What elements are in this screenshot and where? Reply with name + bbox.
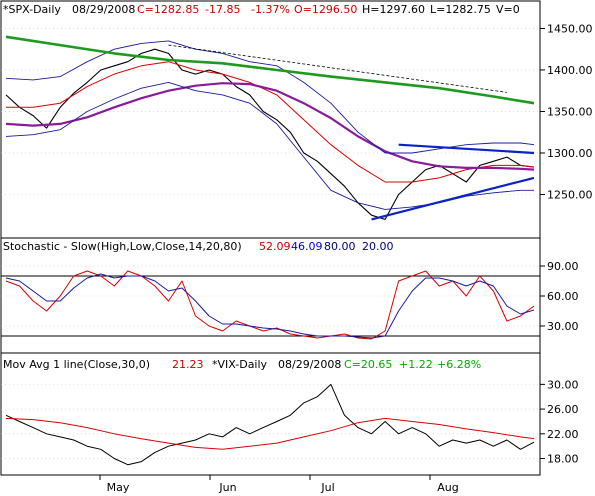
price-header-change: -17.85 xyxy=(205,3,240,16)
vix-header-change: +1.22 xyxy=(399,358,433,371)
price-header-change-pct: -1.37% xyxy=(251,3,290,16)
vix-close-series xyxy=(5,383,535,466)
price-sma-200-series xyxy=(5,35,535,105)
x-axis-month-label: Jul xyxy=(320,481,334,494)
price-trendline xyxy=(398,143,535,155)
price-trendlines xyxy=(168,44,535,221)
price-header-date: 08/29/2008 xyxy=(72,3,135,16)
vix-ma-value: 21.23 xyxy=(172,358,204,371)
x-axis-month-label: May xyxy=(107,481,130,494)
price-series xyxy=(5,35,535,220)
price-panel: 1250.00 1300.00 1350.00 1400.00 1450.00 *SPX… xyxy=(0,0,593,239)
vix-series xyxy=(5,383,535,466)
price-tick-label: 1450.00 xyxy=(547,22,593,35)
price-tick-label: 1250.00 xyxy=(547,188,593,201)
x-axis: May Jun Jul Aug xyxy=(99,475,459,494)
vix-panel: 18.00 22.00 26.00 30.00 Mov Avg 1 line(Clos… xyxy=(0,352,579,476)
vix-tick-label: 26.00 xyxy=(547,403,579,416)
stochastic-value-4: 20.00 xyxy=(362,240,394,253)
price-sma-short-series xyxy=(6,61,535,183)
stochastic-tick-label: 60.00 xyxy=(547,290,579,303)
vix-header-close: C=20.65 xyxy=(344,358,392,371)
price-header-symbol: *SPX-Daily xyxy=(3,3,61,16)
stochastic-axis: 30.00 60.00 90.00 xyxy=(540,260,579,333)
price-axis: 1250.00 1300.00 1350.00 1400.00 1450.00 xyxy=(540,22,593,201)
x-axis-month-label: Jun xyxy=(218,481,236,494)
price-header-high: H=1297.60 xyxy=(362,3,425,16)
vix-header-symbol: *VIX-Daily xyxy=(212,358,268,371)
stochastic-title: Stochastic - Slow(High,Low,Close,14,20,8… xyxy=(3,240,242,253)
vix-panel-frame xyxy=(0,352,541,476)
stochastic-tick-label: 90.00 xyxy=(547,260,579,273)
price-tick-label: 1300.00 xyxy=(547,147,593,160)
price-header-open: O=1296.50 xyxy=(294,3,357,16)
stochastic-panel-frame xyxy=(0,237,541,354)
vix-axis: 18.00 22.00 26.00 30.00 xyxy=(540,378,579,466)
stochastic-value-3: 80.00 xyxy=(324,240,356,253)
vix-tick-label: 22.00 xyxy=(547,428,579,441)
stochastic-k-series xyxy=(5,270,535,340)
price-trendline xyxy=(371,176,535,221)
stochastic-value-2: 46.09 xyxy=(291,240,323,253)
stochastic-d-series xyxy=(5,273,535,339)
vix-tick-label: 18.00 xyxy=(547,453,579,466)
price-tick-label: 1400.00 xyxy=(547,64,593,77)
price-header-low: L=1282.75 xyxy=(430,3,491,16)
vix-ma-series xyxy=(5,417,535,450)
price-header-volume: V=0 xyxy=(496,3,520,16)
vix-tick-label: 30.00 xyxy=(547,378,579,391)
price-tick-label: 1350.00 xyxy=(547,105,593,118)
x-axis-month-label: Aug xyxy=(437,481,458,494)
stochastic-series xyxy=(5,270,535,340)
price-header-close: C=1282.85 xyxy=(137,3,199,16)
vix-header-change-pct: +6.28% xyxy=(437,358,481,371)
stochastic-tick-label: 30.00 xyxy=(547,320,579,333)
price-trendline xyxy=(168,44,507,93)
stochastic-panel: 30.00 60.00 90.00 Stochastic - Slow(High,L… xyxy=(0,237,579,354)
price-upper-band-series xyxy=(5,40,535,154)
stochastic-grid xyxy=(1,265,540,337)
vix-ma-title: Mov Avg 1 line(Close,30,0) xyxy=(3,358,150,371)
price-close-series xyxy=(5,48,535,220)
vix-header-date: 08/29/2008 xyxy=(278,358,341,371)
stochastic-value-1: 52.09 xyxy=(259,240,291,253)
price-sma-long-series xyxy=(5,82,535,171)
